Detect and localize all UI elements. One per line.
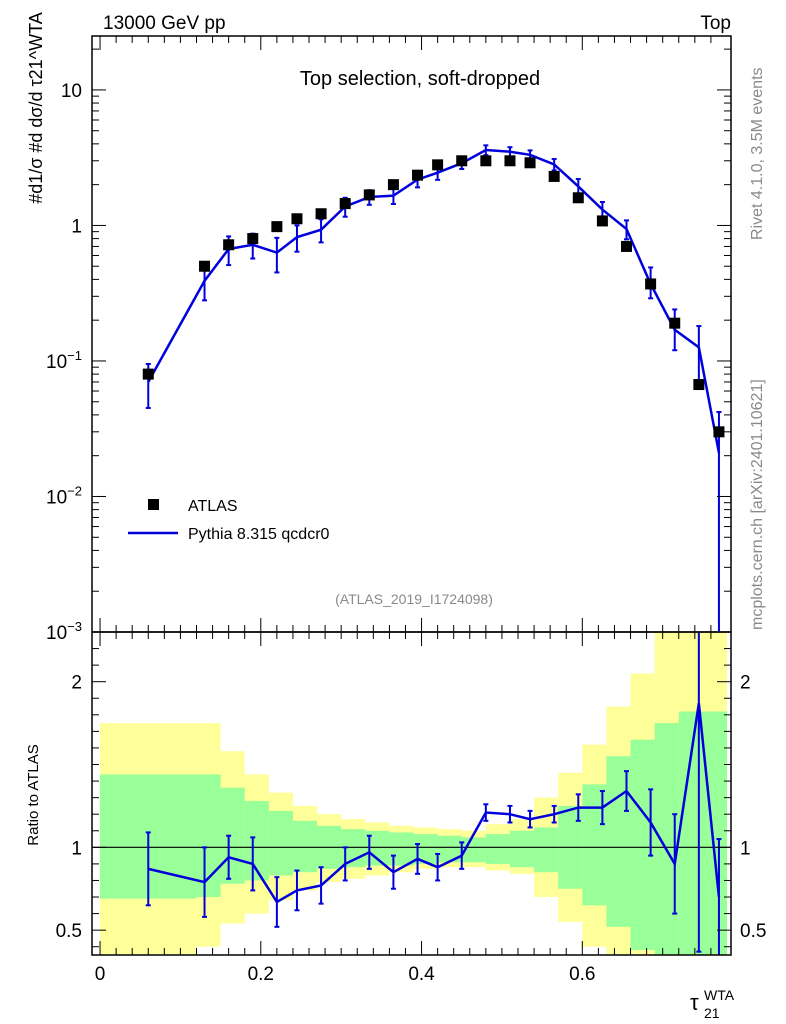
plot-title: Top selection, soft-dropped	[300, 68, 540, 90]
x-axis-label: τ WTA 21	[690, 987, 735, 1021]
main-y-tick-label: 1	[71, 216, 82, 237]
ratio-y-tick-label-right: 1	[740, 838, 751, 859]
atlas-point	[548, 170, 560, 182]
band-inner	[485, 834, 510, 864]
x-tick-label: 0.2	[248, 964, 274, 985]
band-inner	[534, 827, 559, 873]
main-y-tick-label: 10−2	[46, 483, 82, 508]
x-axis-label-sub: 21	[704, 1005, 720, 1021]
atlas-point	[363, 189, 375, 201]
atlas-point	[291, 213, 303, 225]
ratio-y-tick-label-right: 0.5	[740, 921, 766, 942]
atlas-point	[432, 159, 444, 171]
atlas-point	[596, 215, 608, 227]
legend-atlas-marker	[148, 499, 159, 510]
atlas-point	[142, 368, 154, 380]
band-inner	[509, 830, 535, 868]
atlas-point	[199, 260, 211, 272]
legend-pythia-label: Pythia 8.315 qcdcr0	[188, 526, 330, 543]
atlas-point	[339, 198, 351, 210]
atlas-point	[247, 233, 259, 245]
band-inner	[292, 820, 318, 873]
atlas-point	[480, 155, 492, 167]
band-inner	[244, 800, 269, 881]
atlas-point	[645, 278, 657, 290]
x-axis-label-base: τ	[690, 990, 699, 1015]
legend: ATLAS Pythia 8.315 qcdcr0	[128, 498, 330, 543]
main-series	[142, 144, 725, 632]
pythia-line	[147, 148, 721, 454]
ratio-y-tick-label-right: 2	[740, 673, 751, 694]
main-y-axis-label-text: #d1/σ #d dσ/d τ21^WTA	[26, 12, 46, 204]
x-tick-label: 0	[95, 964, 106, 985]
x-tick-label: 0.6	[569, 964, 595, 985]
analysis-label: (ATLAS_2019_I1724098)	[335, 591, 493, 607]
atlas-point	[223, 239, 235, 251]
energy-label: 13000 GeV pp	[103, 13, 226, 34]
atlas-point	[315, 208, 327, 220]
ratio-series	[145, 632, 722, 955]
atlas-point	[412, 169, 424, 181]
atlas-point	[669, 317, 681, 329]
x-tick-label: 0.4	[408, 964, 435, 985]
process-label: Top	[700, 13, 731, 34]
axes-frames	[91, 35, 732, 956]
main-y-tick-label: 10	[61, 81, 82, 102]
atlas-point	[504, 155, 516, 167]
atlas-point	[621, 240, 633, 252]
atlas-point	[713, 426, 725, 438]
x-axis-label-sup: WTA	[704, 987, 735, 1003]
atlas-point	[387, 179, 399, 191]
atlas-point	[524, 157, 536, 169]
ratio-uncertainty-bands	[100, 632, 727, 955]
atlas-point	[456, 155, 468, 167]
main-y-tick-label: 10−1	[46, 348, 82, 373]
atlas-point	[271, 221, 283, 233]
band-inner	[268, 810, 293, 876]
atlas-point	[572, 192, 584, 204]
ratio-y-tick-label: 2	[71, 673, 82, 694]
ratio-y-axis-label: Ratio to ATLAS	[25, 744, 42, 845]
main-y-axis-label: #d1/σ #d dσ/d τ21^WTA	[26, 12, 46, 204]
band-inner	[220, 787, 245, 884]
legend-atlas-label: ATLAS	[188, 498, 238, 515]
ratio-frame	[91, 631, 732, 956]
atlas-point	[693, 379, 705, 391]
ratio-y-tick-label: 0.5	[56, 921, 82, 942]
ratio-y-tick-label: 1	[71, 838, 82, 859]
axes-ticks: 10−3 10−2 10−1 1 10 0 0.2 0.4 0.6 0.5 0.5 1 1 2 2	[46, 36, 766, 985]
source-label: mcplots.cern.ch [arXiv:2401.10621]	[749, 379, 766, 630]
ratio-pythia-line	[147, 703, 721, 904]
rivet-label: Rivet 4.1.0, 3.5M events	[749, 67, 766, 240]
main-y-tick-label: 10−3	[46, 619, 82, 644]
